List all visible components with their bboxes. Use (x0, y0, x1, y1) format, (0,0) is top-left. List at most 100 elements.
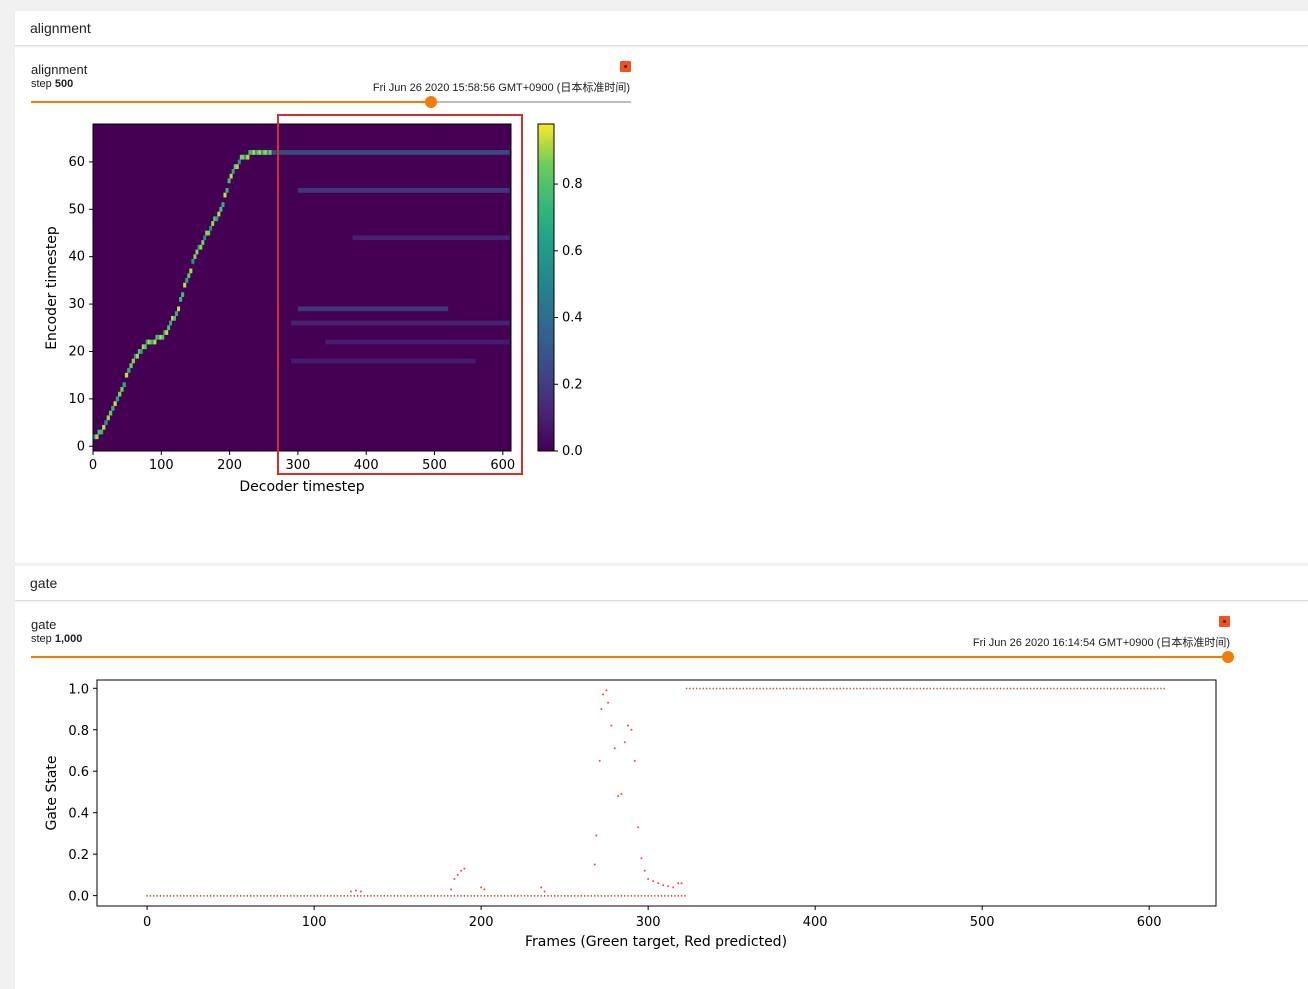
predicted-point (949, 688, 952, 690)
alignment-cell (171, 315, 175, 321)
predicted-point (430, 895, 432, 897)
fit-to-domain-icon[interactable] (620, 61, 631, 72)
predicted-point (842, 688, 845, 690)
predicted-point (323, 895, 325, 897)
predicted-point (1013, 688, 1015, 690)
gate-y-tick-label: 0.8 (68, 724, 89, 739)
predicted-point (583, 895, 586, 897)
predicted-point (353, 895, 355, 897)
predicted-point (862, 688, 865, 690)
predicted-point (590, 895, 593, 897)
predicted-point (1120, 688, 1122, 690)
gate-frame (96, 679, 1217, 907)
predicted-point (644, 895, 646, 897)
predicted-point (882, 688, 885, 690)
alignment-cell (141, 344, 145, 350)
predicted-point (316, 895, 319, 897)
predicted-point (333, 895, 335, 897)
predicted-point (447, 895, 449, 897)
heatmap-x-tick-label: 100 (149, 458, 174, 473)
alignment-cell (246, 154, 250, 160)
predicted-point (1130, 688, 1132, 690)
alignment-cell (197, 244, 201, 250)
predicted-point (1146, 688, 1149, 690)
predicted-point (623, 741, 626, 744)
predicted-point (393, 895, 395, 897)
predicted-point (236, 895, 238, 897)
predicted-point (933, 688, 935, 690)
predicted-point (396, 895, 399, 897)
predicted-point (300, 895, 302, 897)
alignment-cell (135, 353, 139, 359)
alignment-card-header[interactable]: alignment (15, 11, 1308, 46)
alignment-cell (181, 292, 185, 297)
predicted-point (902, 688, 905, 690)
gate-card-header[interactable]: gate (15, 566, 1308, 601)
heatmap-x-ticks: 0 100 200 300 400 500 600 (89, 451, 515, 473)
predicted-point (400, 895, 402, 897)
alignment-cell (193, 254, 197, 260)
predicted-point (849, 688, 851, 690)
predicted-point (670, 895, 673, 897)
predicted-point (684, 895, 686, 897)
alignment-cell (133, 353, 137, 359)
predicted-point (183, 895, 185, 897)
predicted-point (752, 688, 755, 690)
predicted-point (1023, 688, 1025, 690)
predicted-point (313, 895, 315, 897)
colorbar-tick-label: 0.8 (562, 177, 583, 192)
predicted-point (677, 895, 679, 897)
colorbar (537, 123, 555, 452)
predicted-point (889, 688, 892, 690)
predicted-point (533, 895, 536, 897)
predicted-point (557, 895, 559, 897)
attention-band (291, 320, 510, 326)
alignment-cell (254, 150, 258, 155)
predicted-point (989, 688, 992, 690)
alignment-cell (231, 169, 235, 174)
predicted-point (1043, 688, 1045, 690)
predicted-point (1036, 688, 1038, 690)
predicted-point (346, 895, 349, 897)
alignment-cell (127, 368, 131, 373)
alignment-cell (124, 372, 129, 378)
predicted-point (1113, 688, 1115, 690)
alignment-cell (149, 339, 153, 345)
predicted-point (1003, 688, 1005, 690)
predicted-point (613, 747, 616, 750)
predicted-point (256, 895, 259, 897)
predicted-point (729, 688, 731, 690)
predicted-point (986, 688, 988, 690)
gate-slider-knob[interactable] (1222, 651, 1234, 663)
predicted-point (620, 793, 623, 796)
predicted-point (433, 895, 436, 897)
alignment-slider-knob[interactable] (425, 96, 437, 108)
predicted-point (487, 895, 489, 897)
predicted-point (996, 688, 998, 690)
fit-to-domain-icon[interactable] (1219, 616, 1230, 627)
predicted-point (869, 688, 871, 690)
predicted-point (1019, 688, 1022, 690)
predicted-point (812, 688, 815, 690)
predicted-point (959, 688, 962, 690)
gate-x-tick-label: 600 (1137, 915, 1162, 930)
predicted-point (507, 895, 509, 897)
predicted-point (330, 895, 332, 897)
predicted-point (246, 895, 249, 897)
predicted-point (233, 895, 235, 897)
alignment-slider-fill (31, 101, 431, 103)
predicted-point (403, 895, 406, 897)
predicted-point (993, 688, 995, 690)
predicted-point (647, 878, 650, 881)
predicted-point (573, 895, 576, 897)
predicted-point (1006, 688, 1008, 690)
predicted-point (483, 888, 486, 891)
predicted-point (470, 895, 472, 897)
alignment-cell (167, 325, 171, 331)
predicted-point (493, 895, 496, 897)
alignment-cell (260, 150, 264, 155)
alignment-cell (165, 330, 169, 335)
heatmap-frame (92, 123, 512, 452)
attention-band (270, 150, 510, 155)
alignment-cell (264, 150, 268, 155)
